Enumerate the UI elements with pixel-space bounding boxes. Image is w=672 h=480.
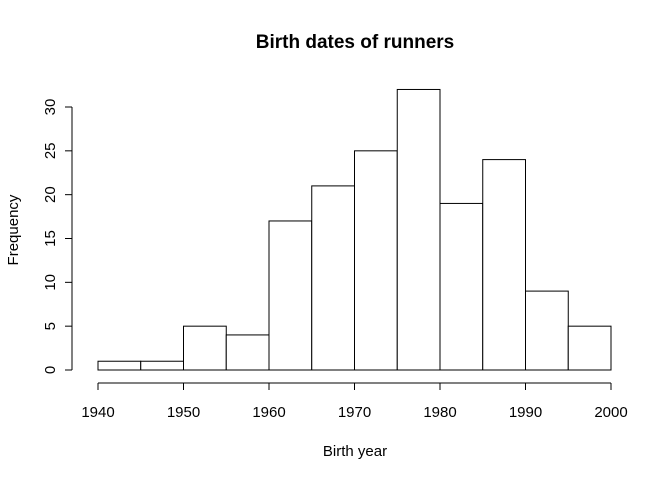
histogram-bar-1940-1945 [97,360,142,371]
histogram-bar-1980-1985 [439,202,484,371]
x-axis: 1940 1950 1960 1970 1980 1990 2000 [81,382,628,421]
y-tick-label: 25 [42,142,59,159]
x-tick-label: 1950 [167,404,200,421]
histogram-bar-1975-1980 [396,88,441,371]
x-tick-label: 1990 [509,404,542,421]
histogram-bar-1960-1965 [268,220,313,371]
x-tick-label: 1960 [252,404,285,421]
y-tick-label: 5 [42,322,59,330]
x-tick-label: 1940 [81,404,114,421]
y-tick-label: 0 [42,366,59,374]
y-axis-label: Frequency [5,194,22,265]
x-tick-label: 1980 [423,404,456,421]
y-tick-label: 20 [42,186,59,203]
y-tick-label: 30 [42,99,59,116]
histogram-bar-1995-2000 [567,325,612,371]
y-tick-label: 15 [42,230,59,247]
histogram-bar-1945-1950 [140,360,184,371]
x-tick-label: 1970 [338,404,371,421]
x-tick-label: 2000 [594,404,627,421]
y-tick-label: 10 [42,274,59,291]
histogram-bar-1950-1955 [183,325,227,371]
y-axis: 0 5 10 15 20 25 30 [42,99,73,374]
x-axis-label: Birth year [323,443,387,460]
histogram-bar-1955-1960 [225,334,270,371]
chart-title: Birth dates of runners [256,32,454,53]
histogram-bar-1990-1995 [525,290,569,371]
histogram-bar-1965-1970 [311,185,355,371]
histogram-bar-1985-1990 [482,159,526,371]
histogram-bar-1970-1975 [354,150,398,371]
bars-group [97,88,612,371]
